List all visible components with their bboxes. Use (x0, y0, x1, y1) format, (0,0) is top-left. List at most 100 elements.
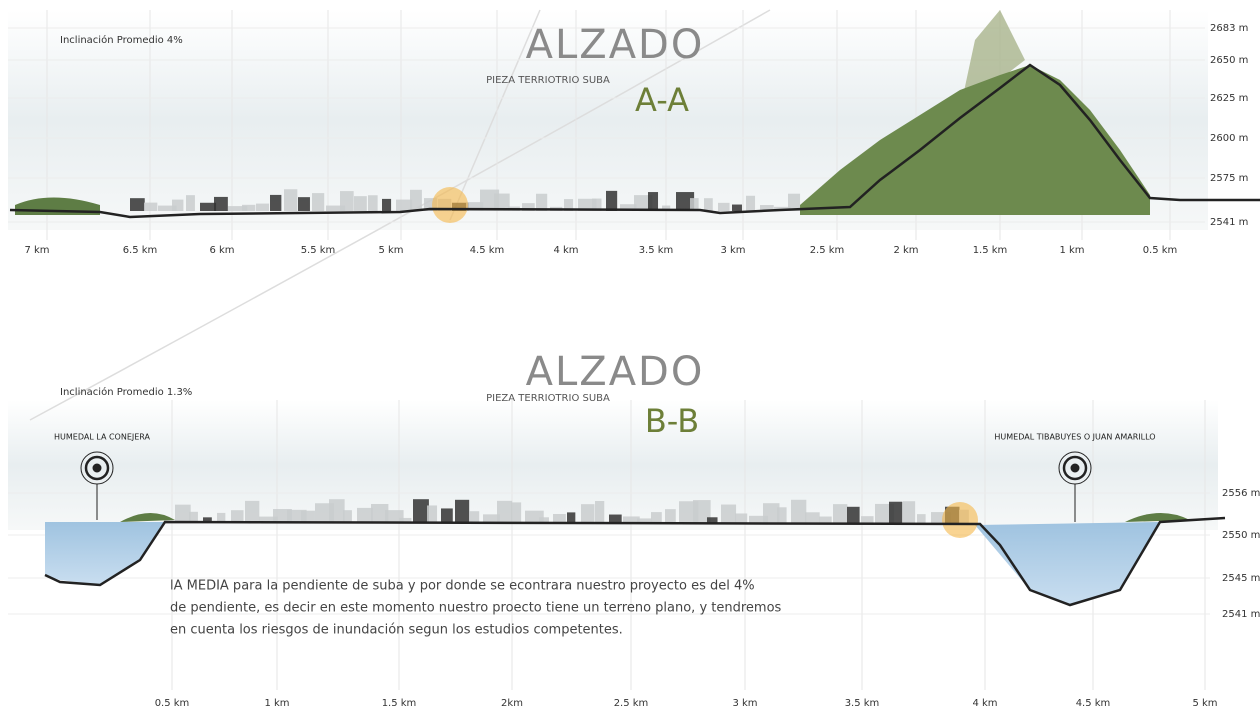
title: ALZADO (526, 22, 705, 68)
distance-label: 6 km (209, 245, 234, 256)
distance-label: 4 km (553, 245, 578, 256)
building (312, 193, 324, 211)
building (917, 514, 926, 523)
distance-label: 0.5 km (1143, 245, 1178, 256)
slope: Inclinación Promedio 4% (60, 34, 183, 46)
subtitle: PIEZA TERRIOTRIO SUBA (486, 393, 610, 404)
building (357, 508, 373, 523)
highlight (942, 502, 978, 538)
section-label: A-A (635, 81, 689, 119)
building (144, 203, 157, 211)
building (746, 196, 755, 211)
building (469, 511, 479, 523)
distance-label: 4.5 km (1076, 698, 1111, 709)
building (354, 196, 367, 211)
building (847, 507, 860, 523)
building (791, 500, 806, 523)
building (819, 517, 832, 523)
elevation-label: 2600 m (1210, 133, 1248, 144)
building (595, 501, 604, 523)
distance-label: 6.5 km (123, 245, 158, 256)
building (413, 499, 429, 523)
building (284, 189, 297, 211)
distance-label: 5.5 km (301, 245, 336, 256)
building (382, 199, 391, 211)
distance-label: 3 km (732, 698, 757, 709)
distance-label: 2.5 km (614, 698, 649, 709)
distance-label: 7 km (24, 245, 49, 256)
building (245, 501, 259, 523)
building (340, 191, 354, 211)
distance-label: 3.5 km (639, 245, 674, 256)
building (704, 198, 713, 211)
note-line: de pendiente, es decir en este momento n… (170, 601, 782, 616)
building (455, 500, 469, 523)
building (581, 504, 594, 523)
distance-label: 3 km (720, 245, 745, 256)
distance-label: 2.5 km (810, 245, 845, 256)
building (651, 512, 662, 523)
distance-label: 1.5 km (973, 245, 1008, 256)
building (298, 197, 310, 211)
building (777, 507, 787, 523)
elevation-label: 2556 m (1222, 488, 1260, 499)
building (396, 200, 412, 211)
water (975, 522, 1160, 605)
building (441, 508, 453, 523)
distance-label: 2 km (893, 245, 918, 256)
marker-label: HUMEDAL LA CONEJERA (54, 433, 151, 442)
building (861, 516, 874, 523)
building (648, 192, 658, 211)
section-label: B-B (645, 402, 699, 440)
building (721, 505, 736, 523)
building (427, 505, 437, 523)
building (609, 515, 622, 523)
note-line: lA MEDIA para la pendiente de suba y por… (170, 579, 755, 594)
title: ALZADO (526, 349, 705, 395)
building (903, 501, 915, 523)
water (45, 522, 165, 585)
building (172, 200, 183, 211)
page: Inclinación Promedio 4% ALZADO PIEZA TER… (0, 0, 1260, 711)
building (718, 203, 730, 211)
distance-label: 1 km (1059, 245, 1084, 256)
building (553, 514, 566, 523)
distance-label: 5 km (378, 245, 403, 256)
distance-label: 5 km (1192, 698, 1217, 709)
building (833, 504, 847, 523)
building (511, 502, 521, 523)
building (497, 501, 512, 523)
distance-label: 3.5 km (845, 698, 880, 709)
slope: Inclinación Promedio 1.3% (60, 386, 192, 398)
building (567, 512, 575, 523)
building (256, 204, 269, 211)
building (606, 191, 617, 211)
building (242, 205, 255, 211)
building (200, 203, 216, 211)
note-line: en cuenta los riesgos de inundación segu… (170, 623, 623, 638)
subtitle: PIEZA TERRIOTRIO SUBA (486, 75, 610, 86)
building (805, 512, 820, 523)
elevation-label: 2550 m (1222, 530, 1260, 541)
building (889, 502, 902, 523)
building (130, 198, 145, 211)
building (343, 510, 352, 523)
elevation-label: 2541 m (1222, 609, 1260, 620)
elevation-label: 2650 m (1210, 55, 1248, 66)
building (368, 195, 378, 211)
elevation-label: 2545 m (1222, 573, 1260, 584)
building (329, 499, 345, 523)
elevation-sheet: Inclinación Promedio 4% ALZADO PIEZA TER… (0, 0, 1260, 711)
building (186, 195, 195, 211)
highlight (432, 187, 468, 223)
building (175, 505, 191, 523)
building (735, 513, 747, 523)
distance-label: 4.5 km (470, 245, 505, 256)
distance-label: 1.5 km (382, 698, 417, 709)
building (270, 195, 281, 211)
marker-label: HUMEDAL TIBABUYES O JUAN AMARILLO (994, 433, 1155, 442)
distance-label: 4 km (972, 698, 997, 709)
distance-label: 1 km (264, 698, 289, 709)
distance-label: 2km (501, 698, 523, 709)
elevation-label: 2683 m (1210, 23, 1248, 34)
